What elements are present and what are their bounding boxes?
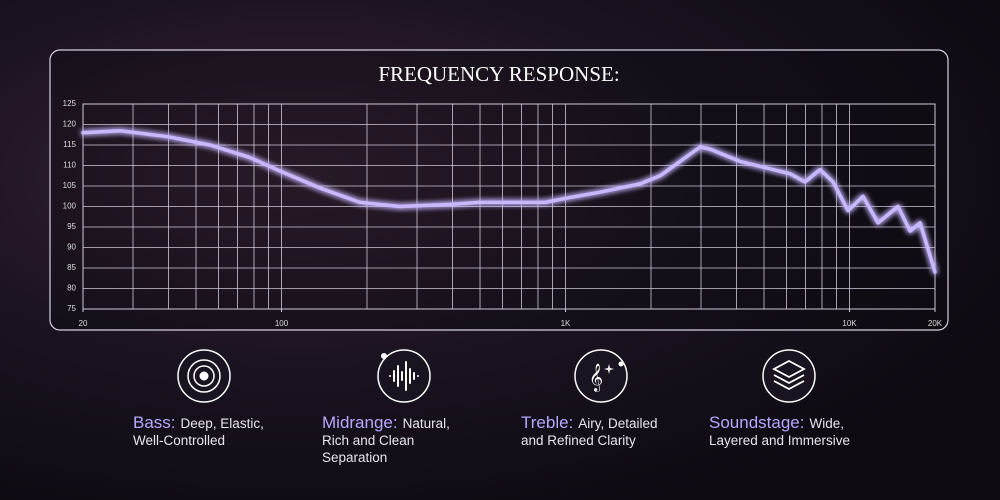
feature-midrange: Midrange: Natural, Rich and Clean Separatio…: [322, 414, 450, 466]
feature-text: Wide,: [809, 416, 844, 431]
feature-text: Natural,: [402, 416, 450, 431]
x-tick-label: 1K: [561, 319, 571, 328]
chart-title: FREQUENCY RESPONSE:: [378, 62, 619, 86]
y-tick-label: 105: [63, 181, 77, 190]
feature-soundstage: Soundstage: Wide, Layered and Immersive: [709, 414, 850, 449]
feature-text: Rich and Clean: [322, 433, 415, 448]
feature-text: Layered and Immersive: [709, 433, 851, 448]
y-tick-label: 125: [63, 99, 77, 108]
y-tick-label: 80: [67, 284, 76, 293]
y-tick-label: 120: [63, 120, 77, 129]
x-tick-label: 10K: [842, 319, 857, 328]
feature-text: and Refined Clarity: [521, 433, 636, 448]
y-tick-label: 95: [67, 222, 76, 231]
x-tick-label: 100: [275, 319, 289, 328]
y-tick-label: 100: [63, 202, 77, 211]
feature-text: Separation: [322, 450, 388, 465]
bass-icon: [177, 349, 231, 403]
y-tick-label: 115: [63, 140, 76, 149]
x-tick-label: 20: [79, 319, 88, 328]
feature-text: Airy, Detailed: [578, 416, 658, 431]
y-tick-label: 110: [63, 161, 76, 170]
feature-name: Midrange:: [322, 413, 398, 432]
x-tick-label: 20K: [928, 319, 943, 328]
midrange-icon: [377, 349, 431, 403]
feature-name: Treble:: [521, 413, 574, 432]
feature-text: Well-Controlled: [133, 433, 226, 448]
svg-text:𝄞: 𝄞: [589, 363, 603, 392]
chart-frame: [49, 49, 949, 331]
feature-name: Soundstage:: [709, 413, 805, 432]
feature-bass: Bass: Deep, Elastic, Well-Controlled: [133, 414, 264, 449]
feature-text: Deep, Elastic,: [180, 416, 264, 431]
y-tick-label: 75: [67, 304, 76, 313]
icons: 𝄞: [177, 349, 816, 403]
response-curve: [81, 128, 937, 274]
y-tick-label: 85: [67, 263, 76, 272]
feature-treble: Treble: Airy, Detailed and Refined Clarity: [521, 414, 658, 449]
y-tick-label: 90: [67, 243, 76, 252]
soundstage-icon: [762, 349, 816, 403]
treble-icon: 𝄞: [574, 349, 628, 403]
feature-name: Bass:: [133, 413, 176, 432]
